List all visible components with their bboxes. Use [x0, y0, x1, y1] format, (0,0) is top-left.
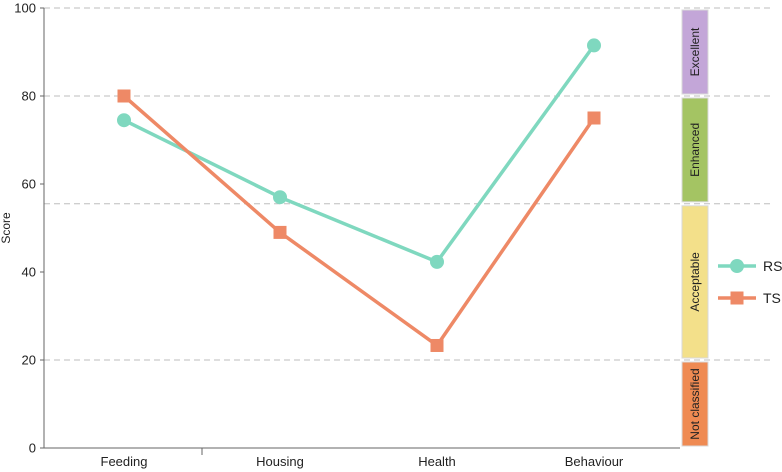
y-tick-label: 60: [22, 177, 36, 192]
x-tick-label: Housing: [256, 454, 304, 469]
data-point-RS: [273, 190, 287, 205]
data-point-RS: [587, 38, 601, 53]
data-point-TS: [117, 89, 131, 103]
x-tick-label: Health: [418, 454, 456, 469]
y-tick-label: 0: [29, 441, 36, 456]
data-point-RS: [430, 254, 444, 269]
series-line-TS: [122, 94, 596, 348]
legend-label: RS: [763, 258, 782, 274]
class-band-3: [681, 361, 709, 447]
x-tick-label: Feeding: [101, 454, 148, 469]
data-point-TS: [430, 338, 444, 352]
grid-lines: [44, 7, 770, 361]
y-tick-label: 80: [22, 89, 36, 104]
class-band-label: Excellent: [688, 27, 702, 76]
class-band-label: Not classified: [688, 368, 702, 439]
x-tick-label: Behaviour: [565, 454, 624, 469]
y-tick-label: 40: [22, 265, 36, 280]
class-band-1: [681, 97, 709, 203]
legend-marker: [730, 291, 744, 305]
y-tick-label: 20: [22, 353, 36, 368]
class-band-0: [681, 9, 709, 95]
legend: RS TS: [718, 258, 782, 306]
series-line-RS: [123, 44, 596, 264]
data-point-TS: [587, 111, 601, 125]
y-tick-label: 100: [14, 1, 36, 16]
y-axis-label: Score: [0, 212, 13, 244]
axes: 0 20 40 60 80 100 Feeding Housing Health Behaviou…: [0, 1, 680, 469]
class-bands: Excellent Enhanced Acceptable Not classifie…: [681, 9, 709, 447]
data-point-TS: [273, 225, 287, 239]
class-band-label: Acceptable: [688, 252, 702, 312]
legend-marker: [730, 259, 744, 273]
class-band-2: [681, 205, 709, 359]
series-group: [117, 38, 601, 352]
legend-label: TS: [763, 290, 781, 306]
data-point-RS: [117, 113, 131, 128]
class-band-label: Enhanced: [688, 123, 702, 177]
